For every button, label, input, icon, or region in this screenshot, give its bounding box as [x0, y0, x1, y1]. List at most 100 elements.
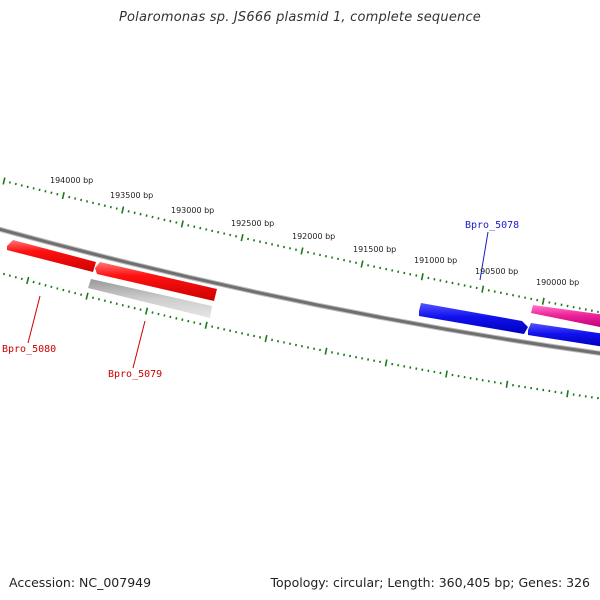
ruler-major-tick: [324, 347, 328, 355]
ruler-major-tick: [26, 276, 30, 285]
ruler-minor-tick: [349, 354, 352, 358]
ruler-minor-tick: [103, 204, 106, 207]
ruler-minor-tick: [2, 272, 6, 276]
ruler-minor-tick: [74, 291, 77, 295]
ruler-minor-tick: [86, 200, 89, 203]
ruler-minor-tick: [127, 210, 130, 213]
ruler-minor-tick: [229, 233, 232, 237]
leader-bpro-5080: [27, 295, 41, 344]
ruler-minor-tick: [518, 295, 521, 298]
ruler-minor-tick: [259, 240, 262, 243]
gene-pink[interactable]: [531, 305, 600, 328]
ruler-minor-tick: [217, 326, 220, 330]
gene-red-left[interactable]: [7, 240, 96, 272]
ruler-minor-tick: [259, 336, 262, 339]
ruler-minor-tick: [175, 221, 178, 224]
ruler-minor-tick: [566, 304, 569, 308]
ruler-major-tick: [541, 297, 545, 305]
ruler-minor-tick: [265, 241, 268, 245]
ruler-minor-tick: [211, 229, 214, 233]
ruler-minor-tick: [121, 304, 124, 307]
ruler-major-tick: [300, 247, 304, 255]
ruler-tick-label: 193500 bp: [110, 191, 153, 200]
ruler-minor-tick: [427, 276, 430, 280]
gene-label-bpro-5078[interactable]: Bpro_5078: [465, 220, 519, 231]
ruler-minor-tick: [445, 280, 448, 283]
gene-label-bpro-5079[interactable]: Bpro_5079: [108, 369, 162, 380]
ruler-minor-tick: [205, 228, 208, 231]
ruler-minor-tick: [169, 219, 172, 223]
ruler-minor-tick: [32, 187, 35, 190]
gene-grey[interactable]: [88, 279, 212, 318]
ruler-minor-tick: [193, 225, 196, 228]
ruler-minor-tick: [253, 239, 256, 242]
ruler-minor-tick: [115, 207, 118, 210]
ruler-minor-tick: [343, 258, 346, 262]
ruler-major-tick: [445, 370, 448, 378]
gene-blue-left[interactable]: [419, 303, 528, 334]
ruler-minor-tick: [151, 215, 154, 219]
ruler-minor-tick: [331, 256, 334, 259]
ruler-minor-tick: [199, 322, 202, 326]
ruler-minor-tick: [241, 332, 244, 335]
ruler-tick-label: 194000 bp: [50, 176, 93, 185]
ruler-minor-tick: [91, 296, 95, 300]
ruler-minor-tick: [133, 211, 136, 215]
ruler-minor-tick: [590, 309, 593, 312]
plasmid-backbone: [0, 226, 600, 356]
ruler-minor-tick: [355, 261, 358, 264]
ruler-minor-tick: [127, 305, 130, 308]
ruler-minor-tick: [38, 282, 41, 285]
ruler-minor-tick: [109, 301, 112, 304]
ruler-minor-tick: [14, 276, 17, 279]
ruler-minor-tick: [217, 230, 220, 234]
ruler-minor-tick: [139, 308, 142, 311]
ruler-minor-tick: [56, 192, 59, 196]
ruler-minor-tick: [50, 285, 53, 289]
ruler-minor-tick: [385, 267, 388, 271]
ruler-major-tick: [505, 380, 509, 388]
ruler-tick-label: 191500 bp: [353, 245, 396, 254]
ruler-minor-tick: [199, 226, 202, 230]
ruler-minor-tick: [211, 325, 214, 328]
ruler-minor-tick: [68, 195, 71, 199]
ruler-minor-tick: [68, 290, 71, 293]
ruler-tick-labels: 194000 bp 193500 bp 193000 bp 192500 bp 1920…: [50, 176, 579, 287]
ruler-major-tick: [180, 220, 184, 228]
ruler-minor-tick: [548, 301, 551, 304]
ruler-minor-tick: [175, 317, 178, 320]
ruler-minor-tick: [271, 338, 274, 342]
ruler-minor-tick: [169, 315, 172, 319]
gene-red-right[interactable]: [95, 262, 217, 301]
gene-label-bpro-5080[interactable]: Bpro_5080: [2, 344, 56, 355]
gene-blue-right[interactable]: [528, 323, 600, 347]
ruler-minor-tick: [62, 288, 65, 292]
ruler-minor-tick: [157, 312, 160, 316]
ruler-minor-tick: [14, 182, 17, 186]
ruler-minor-tick: [44, 283, 47, 287]
ruler-minor-tick: [115, 302, 118, 305]
ruler-minor-tick: [80, 198, 83, 202]
ruler-minor-tick: [409, 273, 412, 276]
ruler-minor-tick: [253, 334, 256, 338]
ruler-major-tick: [121, 206, 125, 214]
ruler-minor-tick: [109, 205, 112, 209]
ruler-minor-tick: [337, 257, 340, 261]
ruler-minor-tick: [229, 329, 232, 332]
ruler-minor-tick: [50, 191, 53, 195]
ruler-tick-label: 191000 bp: [414, 256, 457, 265]
ruler-major-tick: [144, 307, 149, 315]
ruler-minor-tick: [530, 297, 533, 301]
ruler-minor-tick: [44, 190, 47, 193]
ruler-tick-label: 190000 bp: [536, 278, 579, 287]
ruler-minor-tick: [277, 244, 280, 247]
ruler-minor-tick: [223, 232, 226, 235]
ruler-minor-tick: [80, 293, 83, 296]
ruler-major-tick: [481, 285, 485, 293]
ruler-minor-tick: [103, 299, 106, 302]
ruler-major-tick: [204, 321, 208, 329]
ruler-major-tick: [240, 234, 244, 242]
ruler-minor-tick: [32, 280, 35, 284]
ruler-minor-tick: [151, 311, 154, 314]
ruler-minor-tick: [349, 260, 352, 263]
